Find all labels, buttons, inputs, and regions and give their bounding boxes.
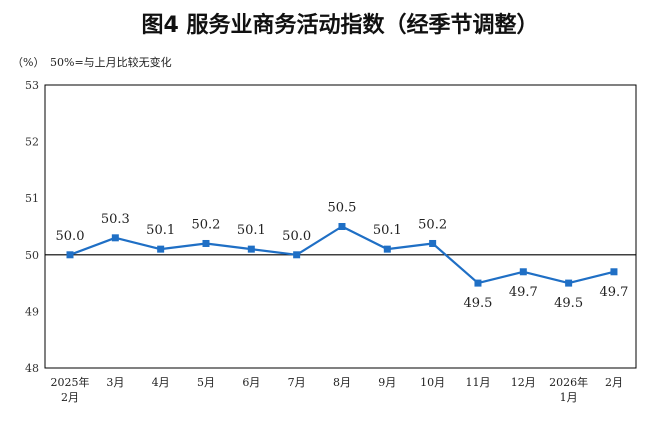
x-tick-label-line: 8月 xyxy=(333,376,351,389)
data-label: 50.0 xyxy=(282,229,311,244)
data-label: 49.5 xyxy=(554,296,583,311)
data-point xyxy=(202,239,210,247)
data-label: 50.2 xyxy=(418,217,447,232)
x-tick-label-line: 7月 xyxy=(288,376,306,389)
x-tick-label-line: 11月 xyxy=(465,376,490,389)
data-label: 50.1 xyxy=(373,223,402,238)
data-point xyxy=(429,239,437,247)
x-axis-ticks: 2025年 2月 3月 4月 5月 6月 7月 8月 9月 10月 11月 12月 2026年 1月 2月 xyxy=(51,375,623,404)
data-point xyxy=(383,245,391,253)
y-tick-label: 48 xyxy=(25,362,39,375)
data-label: 49.5 xyxy=(463,296,492,311)
y-tick-label: 51 xyxy=(25,192,39,205)
x-tick-label-line: 5月 xyxy=(197,376,215,389)
x-tick-label-line: 12月 xyxy=(511,376,536,389)
data-point xyxy=(474,279,482,287)
x-tick-label: 2月 xyxy=(605,376,623,389)
y-tick-label: 53 xyxy=(25,79,39,92)
x-tick-label: 8月 xyxy=(333,376,351,389)
x-tick-label: 4月 xyxy=(152,376,170,389)
y-tick-label: 49 xyxy=(25,305,39,318)
data-labels: 50.0 50.3 50.1 50.2 50.1 50.0 50.5 50.1 50.2 49.5… xyxy=(56,201,629,312)
chart-title: 图4 服务业商务活动指数（经季节调整） xyxy=(142,12,539,38)
y-tick-label: 50 xyxy=(25,249,39,262)
data-point xyxy=(565,279,573,287)
y-axis-unit-label: （%） xyxy=(12,56,44,69)
x-tick-label: 12月 xyxy=(511,376,536,389)
x-tick-label-line: 10月 xyxy=(420,376,445,389)
data-point xyxy=(338,223,346,230)
x-tick-label-line: 3月 xyxy=(106,376,124,389)
x-tick-label-line: 9月 xyxy=(378,376,396,389)
y-tick-label: 52 xyxy=(25,136,39,149)
data-label: 50.1 xyxy=(237,223,266,238)
reference-note: 50%=与上月比较无变化 xyxy=(50,55,172,69)
data-point xyxy=(157,245,165,253)
y-axis-ticks: 48 49 50 51 52 53 xyxy=(25,79,39,375)
x-tick-label-line: 1月 xyxy=(560,391,578,404)
data-label: 49.7 xyxy=(509,285,538,300)
x-tick-label-line: 6月 xyxy=(242,376,260,389)
x-tick-label: 2025年 2月 xyxy=(51,375,90,404)
data-label: 50.1 xyxy=(146,223,175,238)
data-label: 50.3 xyxy=(101,212,130,227)
x-tick-label: 10月 xyxy=(420,376,445,389)
x-tick-label: 2026年 1月 xyxy=(549,375,588,404)
data-point xyxy=(111,234,119,242)
data-label: 50.0 xyxy=(56,229,85,244)
x-tick-label: 9月 xyxy=(378,376,396,389)
data-points xyxy=(66,223,618,287)
x-tick-label-line: 4月 xyxy=(152,376,170,389)
data-label: 50.2 xyxy=(192,217,221,232)
data-point xyxy=(610,268,618,276)
data-point xyxy=(293,251,301,259)
x-tick-label: 6月 xyxy=(242,376,260,389)
x-tick-label-line: 2026年 xyxy=(549,375,588,389)
plot-frame xyxy=(44,84,637,369)
data-label: 50.5 xyxy=(328,201,357,216)
data-label: 49.7 xyxy=(599,285,628,300)
x-tick-label-line: 2月 xyxy=(605,376,623,389)
x-tick-label: 5月 xyxy=(197,376,215,389)
data-point xyxy=(247,245,255,253)
x-tick-label-line: 2025年 xyxy=(51,375,90,389)
data-point xyxy=(66,251,74,259)
x-tick-label: 3月 xyxy=(106,376,124,389)
data-point xyxy=(519,268,527,276)
x-tick-label: 11月 xyxy=(465,376,490,389)
x-tick-label-line: 2月 xyxy=(61,391,79,404)
x-tick-label: 7月 xyxy=(288,376,306,389)
